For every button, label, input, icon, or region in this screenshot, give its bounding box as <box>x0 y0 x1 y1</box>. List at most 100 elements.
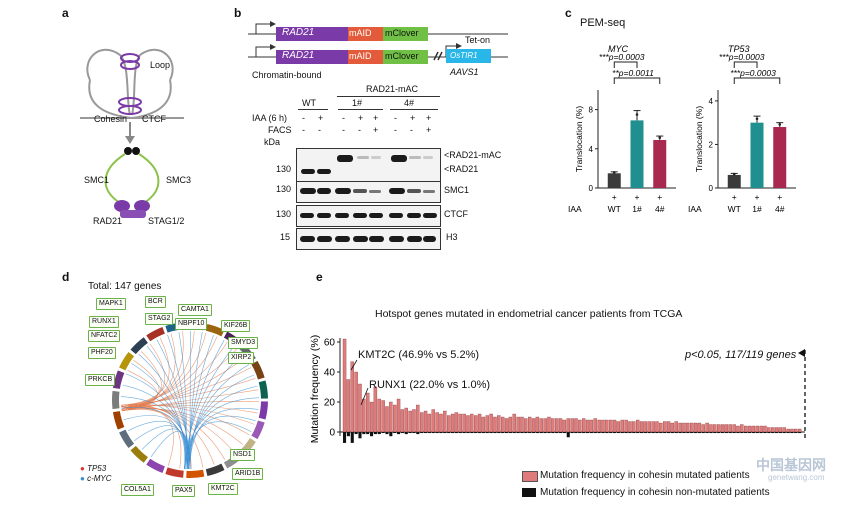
gene-box-phf20: PHF20 <box>88 347 116 359</box>
bar-mutated <box>493 416 497 433</box>
bar-non-mutated <box>705 432 709 434</box>
bar-mutated <box>416 404 420 433</box>
bar-mutated <box>732 424 736 433</box>
y-tick-label: 0 <box>709 184 714 193</box>
bar-non-mutated <box>346 432 350 437</box>
bar-mutated <box>470 413 474 433</box>
gene-box-col5a1: COL5A1 <box>121 484 154 496</box>
bar-mutated <box>497 415 501 433</box>
bar-mutated <box>558 418 563 433</box>
wt-header: WT <box>302 98 316 108</box>
gene-box-nbpf10: NBPF10 <box>175 318 208 330</box>
bar-mutated <box>531 418 536 433</box>
gene-box-bcr: BCR <box>145 296 166 308</box>
bar-mutated <box>747 425 752 433</box>
bar-mutated <box>362 398 366 433</box>
bar-non-mutated <box>682 432 686 434</box>
bar-non-mutated <box>578 432 582 434</box>
bar-non-mutated <box>520 432 524 434</box>
bar-non-mutated <box>724 432 728 434</box>
iaa-sign: + <box>755 192 760 202</box>
kmt2c-pointer <box>350 359 358 371</box>
bar-non-mutated <box>466 432 470 434</box>
watermark-url: genetwang.com <box>768 473 825 482</box>
chromosome-segment <box>112 370 125 389</box>
bar-mutated <box>728 424 732 433</box>
bar-non-mutated <box>539 432 543 434</box>
iaa-sign: + <box>732 192 737 202</box>
facs-cell: + <box>426 125 432 135</box>
bar-non-mutated <box>404 432 408 435</box>
link-curve <box>131 363 186 469</box>
bar-non-mutated <box>532 432 536 434</box>
bar-mutated <box>562 419 567 433</box>
blot-smc1 <box>296 181 441 203</box>
rad21-mac-underline <box>337 96 440 97</box>
bar-mutated <box>628 421 632 433</box>
gene-box-kif26b: KIF26B <box>221 320 251 332</box>
bar-non-mutated <box>416 432 420 435</box>
blot-ctcf <box>296 205 441 227</box>
bar-non-mutated <box>470 432 474 434</box>
band-label-rad21: <RAD21 <box>444 164 479 174</box>
bar-non-mutated <box>759 432 763 434</box>
bar-mutated <box>466 415 470 433</box>
bar-non-mutated <box>516 432 520 434</box>
construct-maid-1: mAID <box>349 28 372 38</box>
bar-non-mutated <box>358 432 362 439</box>
chromosome-segment <box>258 401 268 420</box>
bar-non-mutated <box>501 432 505 434</box>
gene-box-runx1: RUNX1 <box>89 316 119 328</box>
link-curve <box>184 397 259 469</box>
bar-mutated <box>458 413 462 433</box>
gene-box-prkcb: PRKCB <box>85 374 116 386</box>
link-curve <box>121 336 218 406</box>
threshold-arrow-icon <box>798 349 805 357</box>
bar-non-mutated <box>624 432 628 434</box>
bar-non-mutated <box>439 432 443 434</box>
band-label-smc1: SMC1 <box>444 185 470 195</box>
data-point <box>635 113 639 116</box>
facs-cell: - <box>394 125 397 135</box>
total-genes-label: Total: 147 genes <box>88 281 162 292</box>
bar-non-mutated <box>732 432 736 434</box>
panel-letter-c: c <box>565 6 572 20</box>
bar-mutated <box>662 421 667 433</box>
bar-mutated <box>755 425 759 433</box>
chromosome-segment <box>146 327 165 342</box>
bar-non-mutated <box>728 432 732 434</box>
ostir1-label: OsTIR1 <box>450 51 478 60</box>
chromosome-segment <box>251 360 265 380</box>
bar-mutated <box>404 407 408 433</box>
bar-non-mutated <box>555 432 559 434</box>
link-curve <box>186 335 214 469</box>
bar-mutated <box>601 419 605 433</box>
bar-mutated <box>705 422 709 433</box>
bar-non-mutated <box>427 432 431 434</box>
pem-seq-title: PEM-seq <box>580 17 626 29</box>
category-label: WT <box>608 204 621 214</box>
bar-non-mutated <box>782 432 786 434</box>
bar-mutated <box>439 413 443 433</box>
bar-mutated <box>342 338 347 433</box>
pem-seq-charts: MYC 0 4 8 Translocation (%) + WT +1# +4# IAA ***p=… <box>568 44 796 214</box>
significance-label: ***p=0.0003 <box>730 68 776 78</box>
iaa-cell: - <box>342 113 345 123</box>
bar-non-mutated <box>678 432 682 434</box>
bar-non-mutated <box>748 432 752 434</box>
bar-mutated <box>786 428 790 433</box>
marker-ctcf: 130 <box>276 209 292 219</box>
chromosome-segment <box>186 469 205 478</box>
significance-bracket <box>733 61 758 68</box>
bar-non-mutated <box>751 432 755 434</box>
bar-mutated <box>392 404 397 433</box>
bar-mutated <box>666 421 671 433</box>
bar-non-mutated <box>663 432 667 434</box>
link-curve <box>184 346 235 469</box>
bar-mutated <box>686 422 690 433</box>
chromosome-segment <box>251 420 265 440</box>
iaa-cell: + <box>410 113 416 123</box>
category-label: 1# <box>752 204 762 214</box>
construct-rad21-2: RAD21 <box>282 50 315 61</box>
bar-non-mutated <box>478 432 482 434</box>
